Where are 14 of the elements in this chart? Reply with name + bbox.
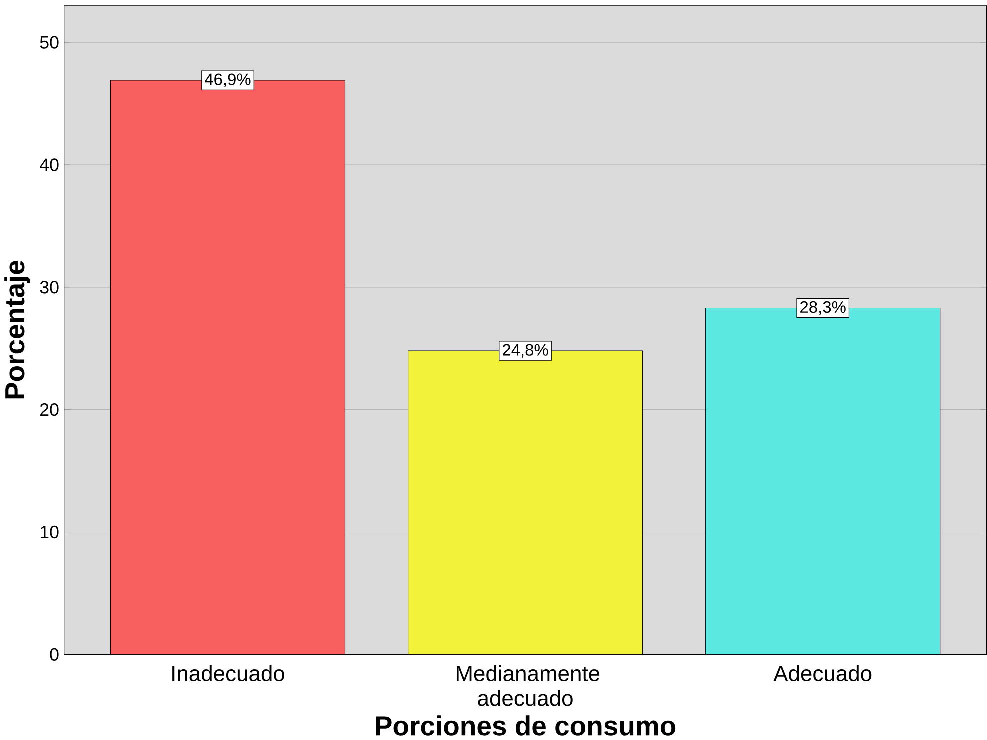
y-tick-label: 50: [40, 36, 59, 49]
y-tick-label: 0: [50, 648, 59, 661]
data-label: 46,9%: [205, 74, 251, 88]
x-axis-title: Porciones de consumo: [376, 715, 676, 736]
y-tick-label: 30: [40, 280, 59, 294]
y-axis-title: Porcentaje: [4, 260, 30, 398]
y-tick-label: 20: [40, 403, 59, 416]
x-tick-label: Inadecuado: [172, 665, 284, 682]
data-label: 28,3%: [800, 301, 846, 315]
x-tick-label: Adecuado: [774, 665, 872, 682]
data-label: 24,8%: [502, 344, 548, 358]
y-tick-label: 40: [40, 158, 59, 172]
y-tick-label: 10: [40, 526, 59, 538]
x-tick-label: Medianamente adecuado: [456, 665, 600, 706]
